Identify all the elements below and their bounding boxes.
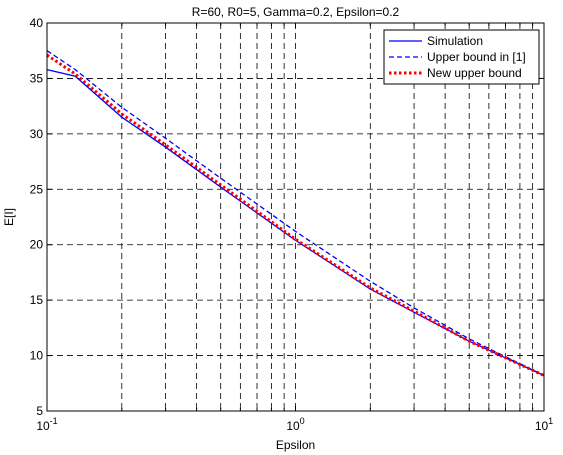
- y-tick-label: 15: [30, 293, 44, 307]
- series-layer: [46, 50, 545, 377]
- legend-label-1: Simulation: [427, 34, 483, 48]
- series-line-2: [46, 50, 545, 377]
- chart-title: R=60, R0=5, Gamma=0.2, Epsilon=0.2: [192, 5, 400, 19]
- y-tick-label: 25: [30, 182, 44, 196]
- grid: [47, 23, 544, 411]
- y-tick-label: 10: [30, 349, 44, 363]
- y-tick-label: 5: [36, 404, 43, 418]
- y-tick-label: 40: [30, 16, 44, 30]
- legend-label-3: New upper bound: [427, 66, 522, 80]
- y-tick-label: 30: [30, 127, 44, 141]
- x-tick-label: 10-1: [36, 416, 57, 433]
- x-tick-label: 101: [535, 416, 553, 433]
- y-tick-label: 35: [30, 71, 44, 85]
- y-axis-label: E[I]: [2, 208, 16, 226]
- y-tick-label: 20: [30, 238, 44, 252]
- legend-label-2: Upper bound in [1]: [427, 50, 526, 64]
- x-axis-label: Epsilon: [276, 438, 315, 452]
- ticks: 5 10 15 20 25 30 35 40 10-1 100 101: [30, 16, 554, 433]
- legend: Simulation Upper bound in [1] New upper bo…: [383, 29, 540, 85]
- x-tick-label: 100: [286, 416, 304, 433]
